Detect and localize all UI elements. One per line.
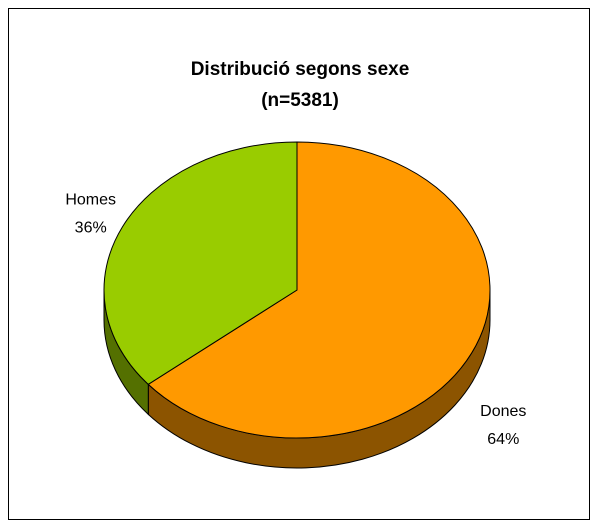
slice-value-label: 36% bbox=[75, 219, 107, 236]
chart-title: Distribució segons sexe bbox=[191, 59, 410, 80]
slice-label: Dones bbox=[480, 403, 526, 420]
slice bbox=[147, 141, 491, 439]
slice bbox=[103, 141, 298, 385]
chart-subtitle: (n=5381) bbox=[261, 90, 339, 111]
slice-label: Homes bbox=[65, 191, 116, 208]
slice-value-label: 64% bbox=[487, 431, 519, 448]
